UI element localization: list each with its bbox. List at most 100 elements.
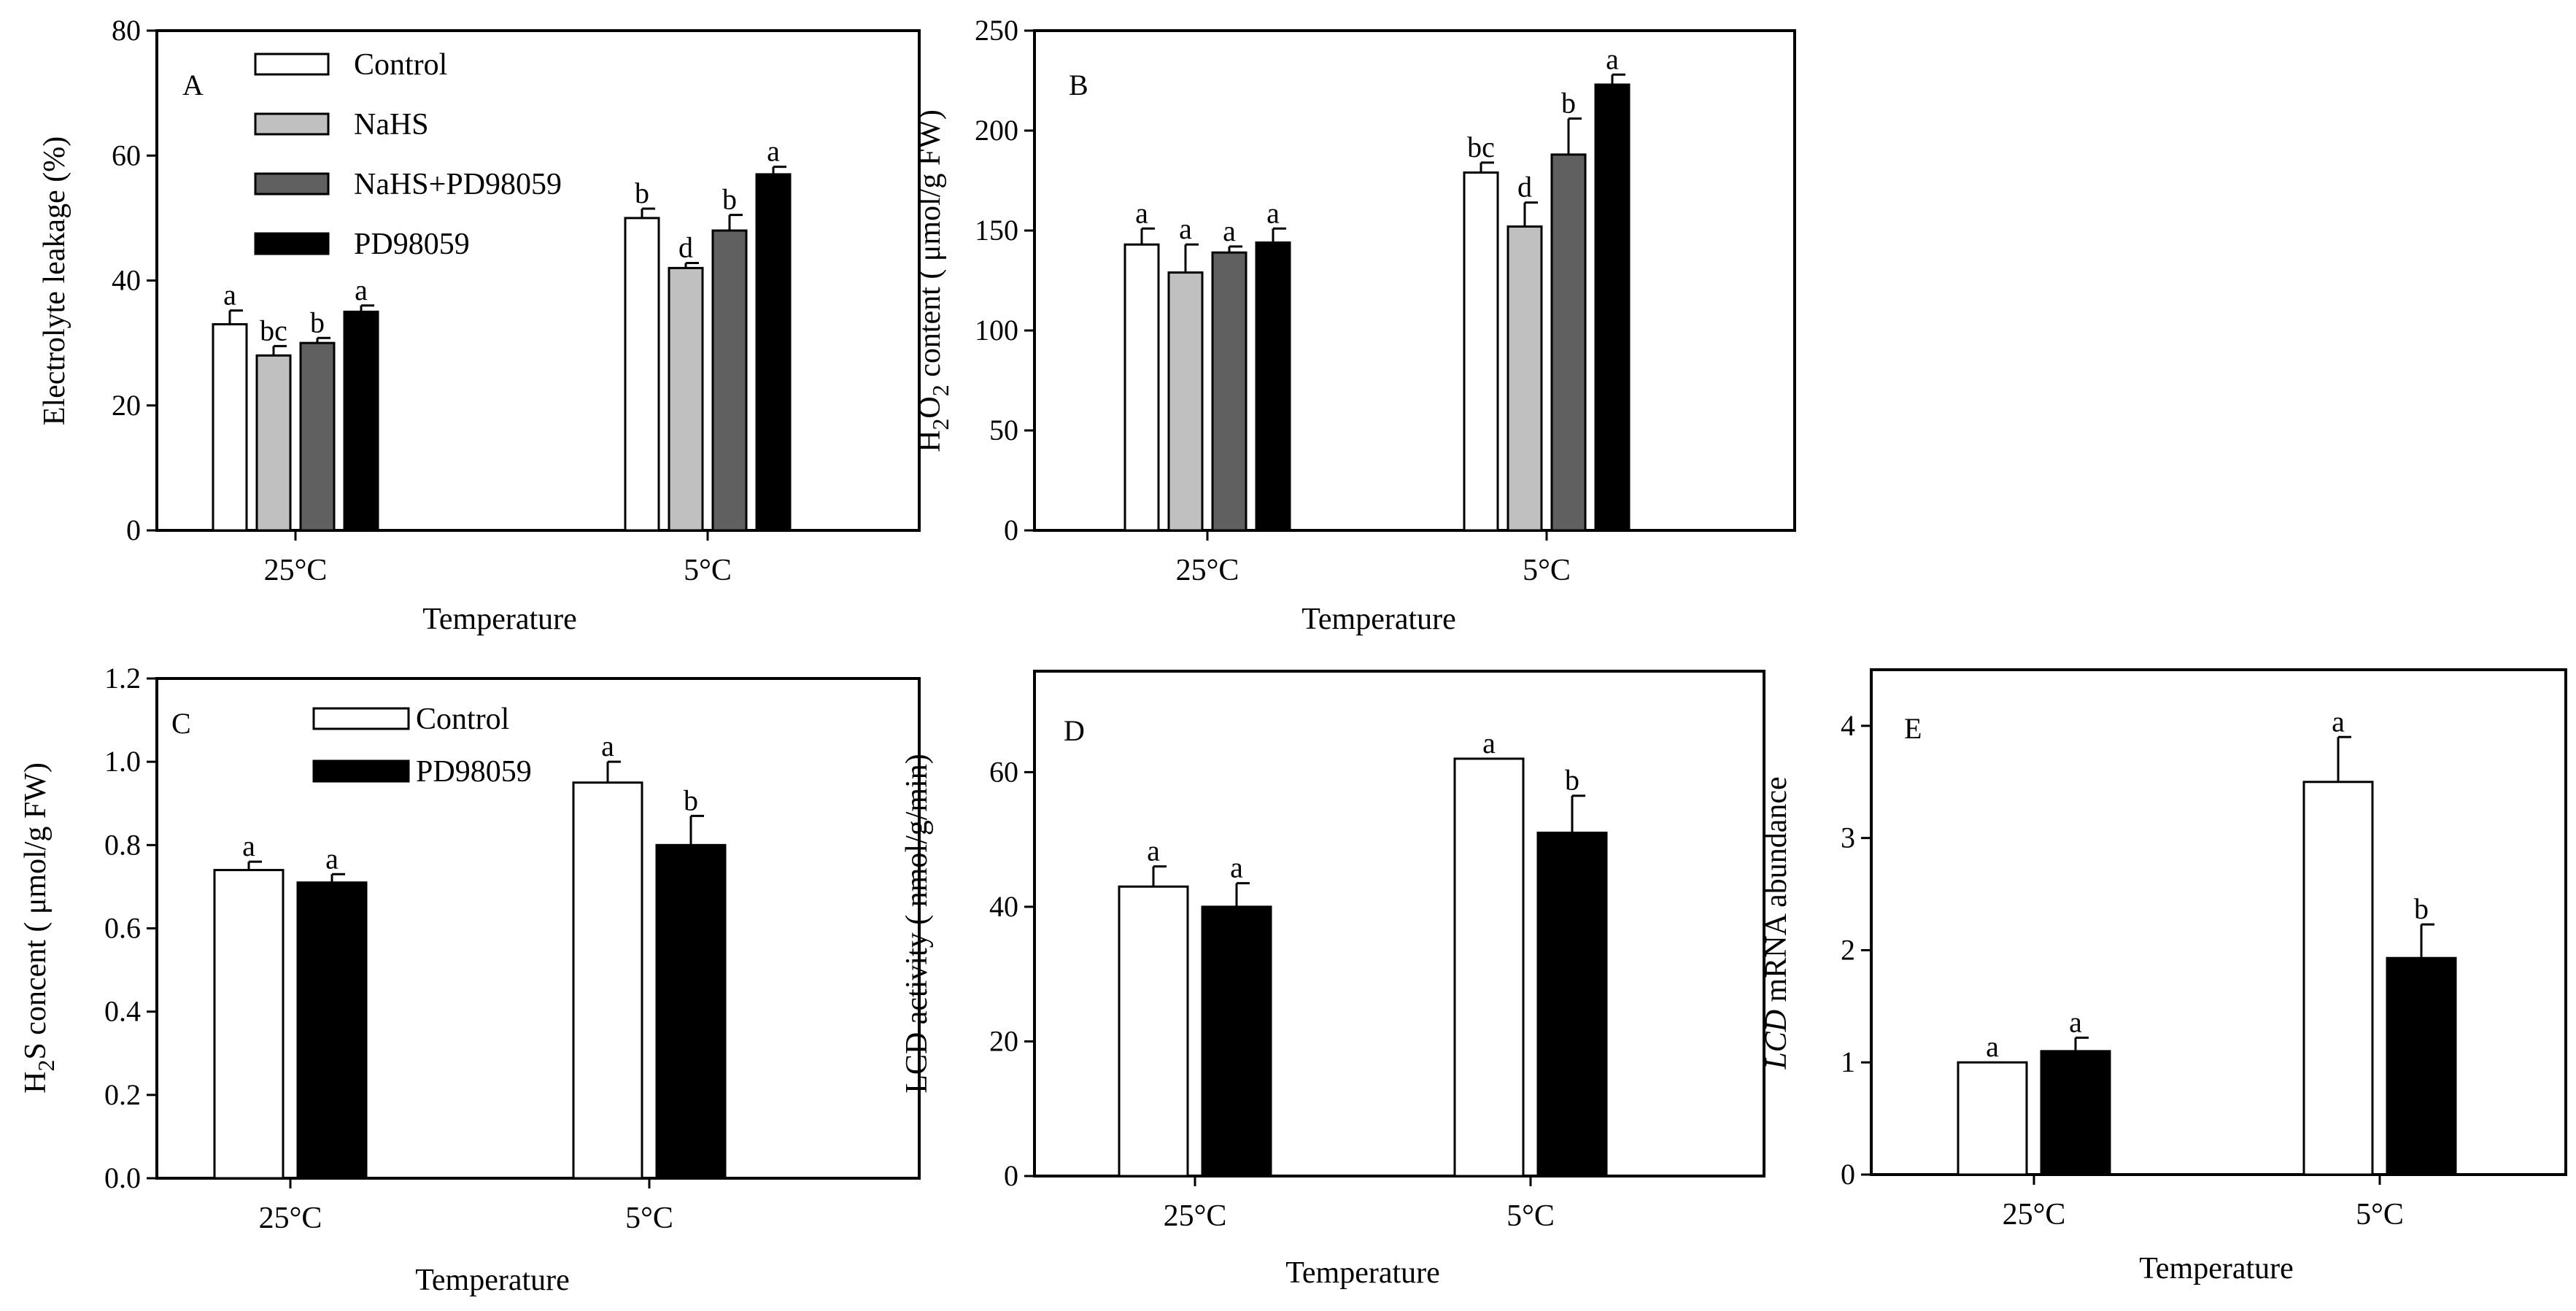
significance-letter: a xyxy=(1230,851,1243,884)
bar xyxy=(1201,905,1272,1177)
significance-letter: a xyxy=(1147,835,1160,867)
significance-letter: a xyxy=(325,842,339,875)
legend-label: Control xyxy=(416,703,509,736)
y-tick-label: 0.0 xyxy=(104,1161,141,1194)
panel-letter: B xyxy=(1069,69,1088,101)
panel-letter: D xyxy=(1064,714,1085,747)
panel-a: A Electrolyte leakage (%) Temperature Co… xyxy=(38,14,921,636)
y-tick-label: 150 xyxy=(975,214,1018,247)
y-tick-label: 0 xyxy=(1841,1158,1855,1191)
bar xyxy=(296,881,368,1180)
significance-letter: a xyxy=(1266,196,1280,229)
y-tick-label: 0.2 xyxy=(104,1078,141,1111)
bar xyxy=(1550,153,1587,532)
significance-letter: b xyxy=(684,784,698,816)
significance-letter: b xyxy=(2414,892,2429,925)
significance-letter: a xyxy=(2332,705,2345,738)
y-tick-label: 100 xyxy=(975,314,1018,347)
bar xyxy=(299,341,336,532)
significance-letter: b xyxy=(1561,87,1576,120)
significance-letter: d xyxy=(1517,171,1532,204)
bar xyxy=(2302,781,2374,1176)
bar xyxy=(2040,1050,2111,1176)
legend: Control NaHS NaHS+PD98059 PD98059 xyxy=(254,48,562,261)
x-tick-label: 5°C xyxy=(684,554,732,587)
bar xyxy=(755,173,792,532)
y-tick-label: 250 xyxy=(975,14,1018,47)
legend-label: Control xyxy=(354,48,447,82)
y-tick-label: 60 xyxy=(989,755,1018,788)
bar xyxy=(624,217,660,532)
y-tick-label: 50 xyxy=(989,414,1018,446)
bar xyxy=(2386,956,2457,1176)
legend-swatch xyxy=(254,112,330,136)
x-tick-label: 25°C xyxy=(1164,1199,1227,1233)
bar xyxy=(343,310,379,532)
y-tick-label: 0.8 xyxy=(104,828,141,861)
x-tick-label: 25°C xyxy=(2003,1198,2066,1231)
bar xyxy=(1594,83,1631,532)
y-tick-label: 80 xyxy=(112,14,141,47)
y-tick-label: 0.4 xyxy=(104,995,141,1028)
significance-letter: b xyxy=(1565,764,1579,797)
significance-letter: a xyxy=(242,829,255,862)
bar xyxy=(572,781,643,1180)
y-tick-label: 20 xyxy=(989,1024,1018,1057)
panel-c: C H2S concent ( μmol/g FW) Temperature C… xyxy=(19,662,921,1297)
panel-e: E LCD mRNA abundance Temperature 0 1 2 3 4 25… xyxy=(1760,668,2567,1285)
bar xyxy=(212,322,248,532)
legend-label: PD98059 xyxy=(416,755,532,789)
y-tick-label: 1 xyxy=(1841,1045,1855,1078)
x-axis-title: Temperature xyxy=(2139,1252,2294,1285)
significance-letter: a xyxy=(1179,212,1192,245)
bar xyxy=(1463,171,1499,532)
y-tick-label: 2 xyxy=(1841,933,1855,966)
legend-label: NaHS+PD98059 xyxy=(354,168,562,201)
legend-swatch xyxy=(254,232,330,255)
x-axis-title: Temperature xyxy=(1301,603,1456,636)
bar xyxy=(1255,241,1291,532)
bar xyxy=(1957,1061,2028,1176)
legend-swatch xyxy=(254,53,330,76)
bar xyxy=(1211,251,1248,532)
plot-frame xyxy=(1033,29,1796,532)
x-tick-label: 5°C xyxy=(2356,1198,2404,1231)
panel-letter: C xyxy=(171,707,191,740)
significance-letter: a xyxy=(1135,196,1148,229)
significance-letter: bc xyxy=(260,314,287,347)
bar xyxy=(711,229,748,532)
legend-swatch xyxy=(254,172,330,196)
significance-letter: bc xyxy=(1467,131,1495,163)
y-tick-label: 3 xyxy=(1841,821,1855,854)
significance-letter: a xyxy=(767,135,780,168)
significance-letter: a xyxy=(223,279,236,312)
significance-letter: b xyxy=(310,306,325,339)
significance-letter: a xyxy=(1986,1030,1999,1063)
y-axis-title: LCD activity ( nmol/g/min) xyxy=(900,754,934,1093)
y-tick-label: 0 xyxy=(1004,514,1018,546)
bar xyxy=(1167,271,1204,532)
x-tick-label: 25°C xyxy=(264,554,328,587)
bar xyxy=(668,266,704,532)
legend-label: PD98059 xyxy=(354,228,470,261)
x-axis-title: Temperature xyxy=(422,603,577,636)
legend-swatch xyxy=(312,759,410,783)
legend-swatch xyxy=(312,707,410,730)
bar xyxy=(1536,831,1608,1177)
x-tick-label: 5°C xyxy=(1506,1199,1555,1233)
x-tick-label: 5°C xyxy=(625,1202,673,1235)
y-tick-label: 1.0 xyxy=(104,745,141,778)
bar xyxy=(213,869,285,1180)
y-tick-label: 40 xyxy=(112,264,141,297)
y-axis-title: LCD mRNA abundance xyxy=(1760,776,1793,1070)
x-tick-label: 25°C xyxy=(1176,554,1239,587)
significance-letter: a xyxy=(601,730,614,762)
legend-label: NaHS xyxy=(354,108,429,142)
significance-letter: a xyxy=(1223,214,1236,247)
significance-letter: b xyxy=(635,177,649,209)
bar xyxy=(655,843,727,1180)
panel-d: D LCD activity ( nmol/g/min) Temperature… xyxy=(900,670,1765,1290)
significance-letter: a xyxy=(2069,1005,2082,1038)
bar xyxy=(1506,225,1543,532)
